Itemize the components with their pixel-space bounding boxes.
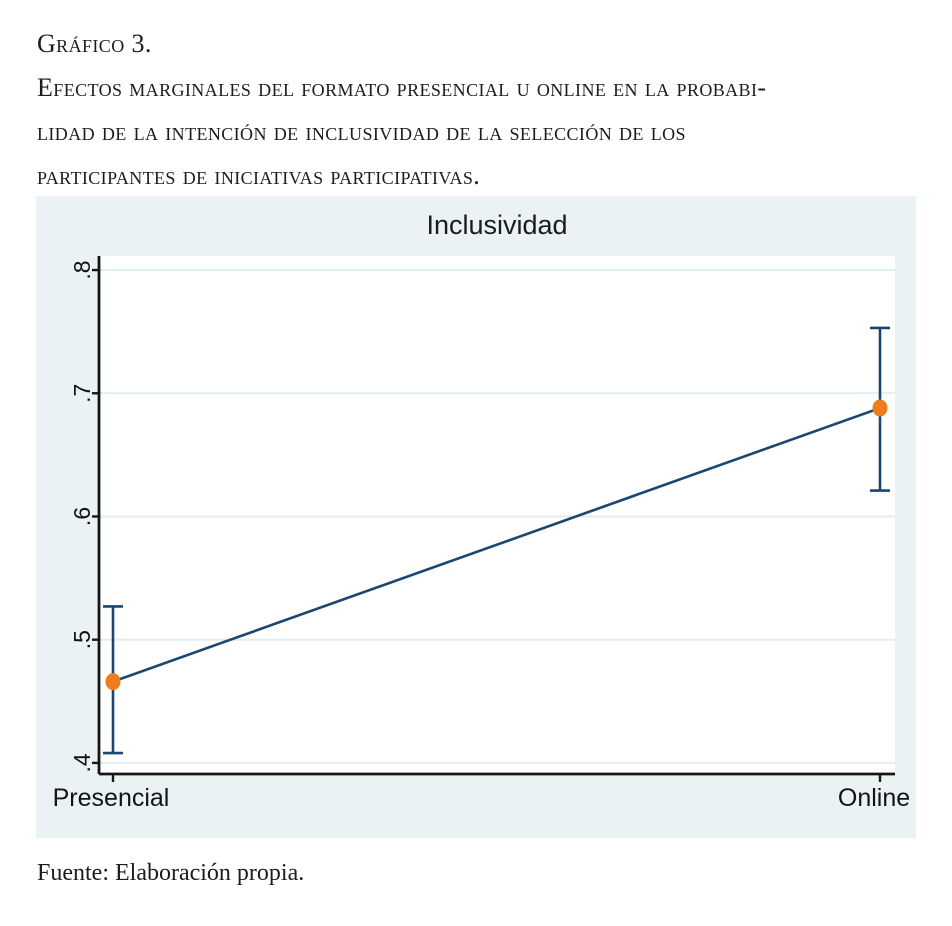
- data-point-presencial: [105, 673, 121, 691]
- figure-caption-line-1: Efectos marginales del formato presencia…: [37, 73, 767, 102]
- y-tick-label: .5: [69, 630, 95, 649]
- figure-label: Gráfico 3.: [37, 29, 152, 58]
- figure-caption-line-2: lidad de la intención de inclusividad de…: [37, 117, 686, 146]
- plot-area: [99, 256, 895, 774]
- chart-panel: .4 .5 .6 .7 .8 Inclusividad Presencial Onlin…: [36, 196, 916, 838]
- figure-heading: Gráfico 3. Efectos marginales del format…: [37, 22, 937, 198]
- chart-canvas: .4 .5 .6 .7 .8: [36, 196, 916, 838]
- figure-caption-line-3: participantes de iniciativas participati…: [37, 161, 481, 190]
- source-note: Fuente: Elaboración propia.: [37, 860, 305, 886]
- y-tick-label: .7: [69, 384, 95, 403]
- y-tick-label: .4: [69, 753, 95, 772]
- chart-title: Inclusividad: [426, 210, 568, 240]
- series-line: [112, 406, 881, 683]
- data-point-online: [872, 399, 888, 417]
- y-tick-label: .8: [69, 260, 95, 279]
- x-tick-label-online: Online: [837, 784, 911, 812]
- x-tick-label-presencial: Presencial: [52, 784, 170, 812]
- y-tick-label: .6: [69, 507, 95, 526]
